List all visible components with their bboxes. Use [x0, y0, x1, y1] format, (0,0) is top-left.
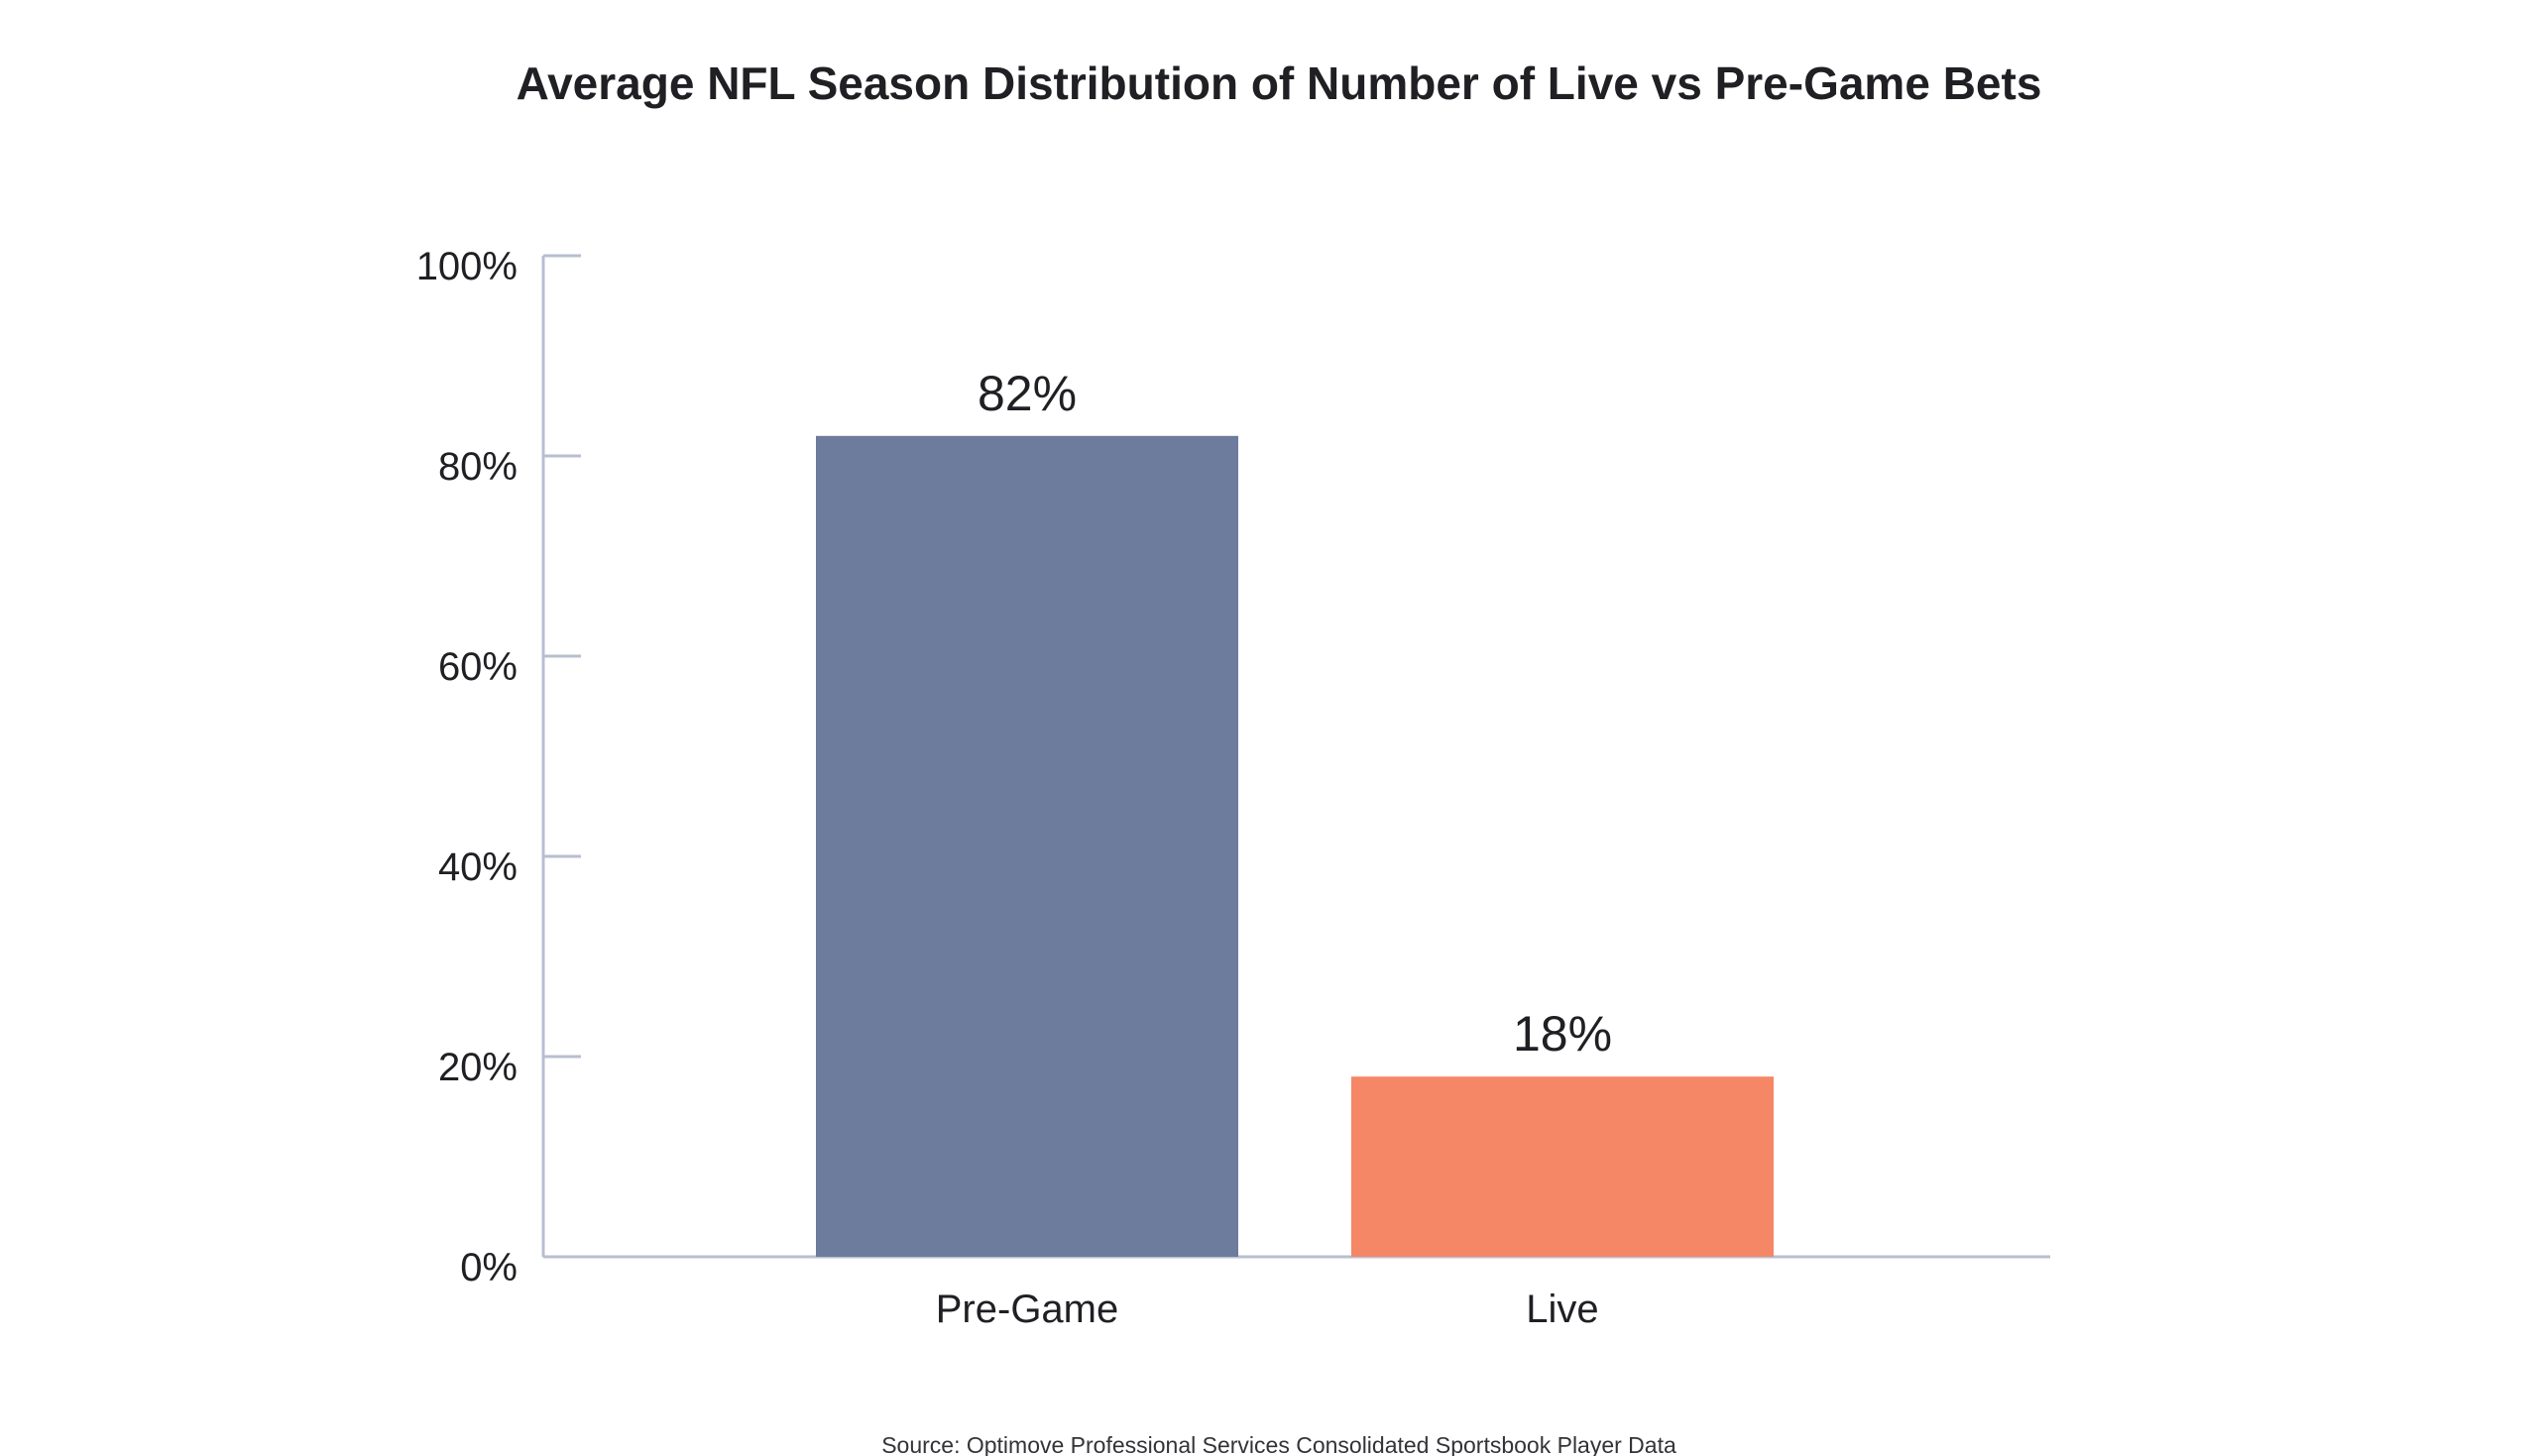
x-tick-label: Pre-Game — [936, 1288, 1119, 1331]
x-tick-label: Live — [1526, 1288, 1598, 1331]
y-tick-label: 40% — [438, 845, 518, 889]
y-tick-label: 60% — [438, 645, 518, 689]
bar-pre-game — [816, 435, 1238, 1257]
chart-title: Average NFL Season Distribution of Numbe… — [517, 57, 2042, 109]
bars — [816, 435, 1774, 1257]
axes — [541, 256, 2050, 1259]
data-label: 18% — [1513, 1006, 1612, 1062]
y-tick-label: 80% — [438, 445, 518, 489]
y-tick-label: 0% — [460, 1246, 518, 1289]
y-tick-label: 100% — [416, 245, 518, 288]
data-label: 82% — [978, 366, 1077, 421]
x-tick-labels: Pre-Game Live — [936, 1288, 1599, 1331]
bar-live — [1351, 1076, 1774, 1257]
data-labels: 82% 18% — [978, 366, 1612, 1062]
y-tick-label: 20% — [438, 1046, 518, 1089]
source-note: Source: Optimove Professional Services C… — [881, 1432, 1676, 1456]
y-ticks: 0% 20% 40% 60% 80% 100% — [416, 245, 581, 1289]
